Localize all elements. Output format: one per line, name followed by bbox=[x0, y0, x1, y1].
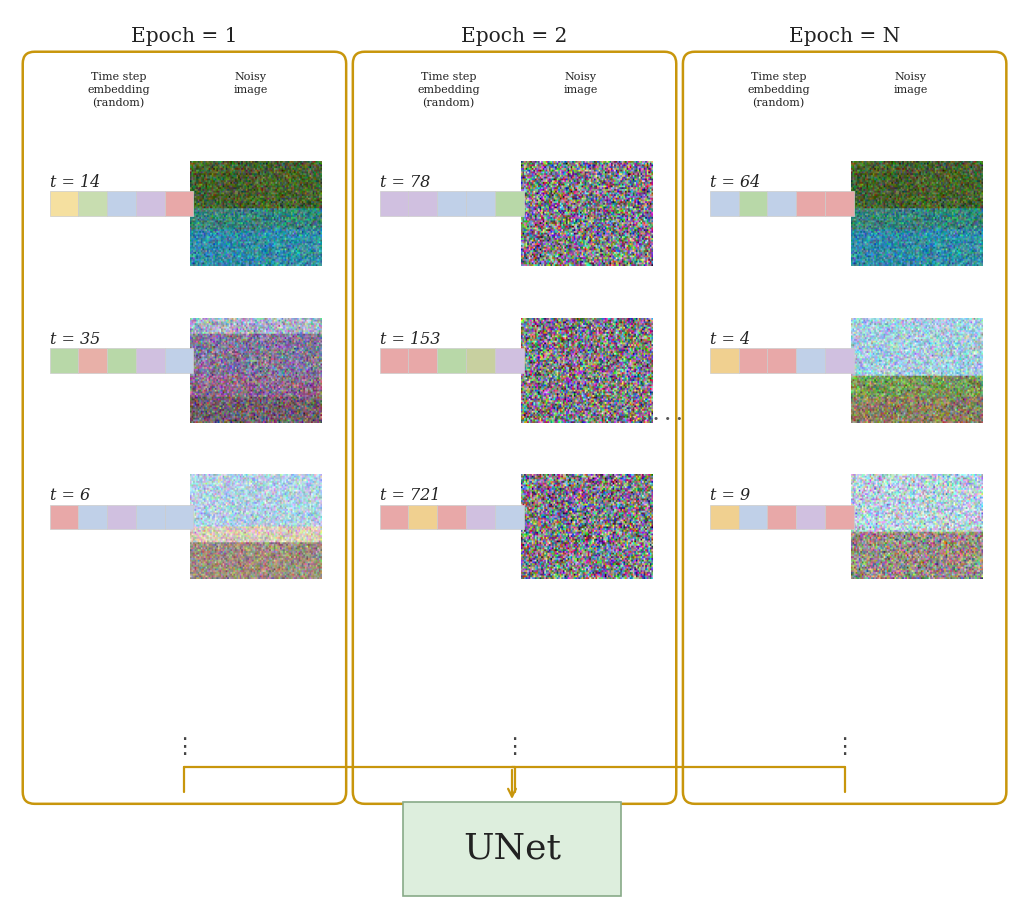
Text: Time step
embedding
(random): Time step embedding (random) bbox=[748, 71, 810, 108]
Bar bbox=[380, 504, 409, 530]
Text: Epoch = 1: Epoch = 1 bbox=[131, 27, 238, 46]
Bar bbox=[409, 504, 437, 530]
Bar bbox=[796, 504, 825, 530]
Bar bbox=[136, 504, 165, 530]
Text: Epoch = N: Epoch = N bbox=[790, 27, 900, 46]
Text: UNet: UNet bbox=[463, 832, 561, 866]
Bar bbox=[437, 504, 466, 530]
Bar bbox=[738, 504, 767, 530]
Text: t = 35: t = 35 bbox=[49, 330, 100, 348]
Text: Time step
embedding
(random): Time step embedding (random) bbox=[418, 71, 480, 108]
Bar bbox=[825, 348, 854, 372]
Text: t = 6: t = 6 bbox=[49, 487, 90, 504]
Bar bbox=[710, 348, 738, 372]
Bar bbox=[796, 191, 825, 216]
Bar bbox=[767, 504, 796, 530]
Bar bbox=[136, 191, 165, 216]
Bar bbox=[495, 191, 523, 216]
Bar bbox=[409, 348, 437, 372]
Bar bbox=[165, 348, 194, 372]
Bar bbox=[495, 504, 523, 530]
Text: Epoch = 2: Epoch = 2 bbox=[462, 27, 567, 46]
Bar bbox=[767, 348, 796, 372]
Text: t = 721: t = 721 bbox=[380, 487, 440, 504]
FancyBboxPatch shape bbox=[683, 52, 1007, 803]
Bar bbox=[466, 191, 495, 216]
Bar bbox=[79, 348, 108, 372]
Bar bbox=[437, 191, 466, 216]
Text: ⋮: ⋮ bbox=[834, 737, 856, 758]
Bar bbox=[437, 348, 466, 372]
Bar bbox=[825, 191, 854, 216]
Bar bbox=[49, 504, 79, 530]
Text: t = 14: t = 14 bbox=[49, 174, 100, 191]
Bar bbox=[49, 348, 79, 372]
Text: ⋮: ⋮ bbox=[504, 737, 525, 758]
Text: t = 9: t = 9 bbox=[710, 487, 750, 504]
Bar bbox=[49, 191, 79, 216]
Bar bbox=[409, 191, 437, 216]
Text: t = 153: t = 153 bbox=[380, 330, 440, 348]
Text: Noisy
image: Noisy image bbox=[233, 71, 267, 95]
Bar bbox=[79, 504, 108, 530]
Bar bbox=[165, 191, 194, 216]
FancyBboxPatch shape bbox=[23, 52, 346, 803]
Text: t = 4: t = 4 bbox=[710, 330, 750, 348]
Text: t = 64: t = 64 bbox=[710, 174, 760, 191]
FancyBboxPatch shape bbox=[353, 52, 676, 803]
FancyBboxPatch shape bbox=[402, 802, 622, 896]
Bar bbox=[136, 348, 165, 372]
Bar bbox=[380, 191, 409, 216]
Bar bbox=[495, 348, 523, 372]
Bar bbox=[738, 191, 767, 216]
Text: . . . . . . . .: . . . . . . . . bbox=[595, 407, 683, 424]
Bar bbox=[796, 348, 825, 372]
Bar bbox=[165, 504, 194, 530]
Text: Time step
embedding
(random): Time step embedding (random) bbox=[87, 71, 150, 108]
Bar bbox=[79, 191, 108, 216]
Bar bbox=[466, 348, 495, 372]
Bar bbox=[466, 504, 495, 530]
Bar bbox=[710, 504, 738, 530]
Bar bbox=[108, 191, 136, 216]
Bar bbox=[108, 504, 136, 530]
Bar bbox=[825, 504, 854, 530]
Bar bbox=[767, 191, 796, 216]
Text: Noisy
image: Noisy image bbox=[893, 71, 928, 95]
Text: Noisy
image: Noisy image bbox=[563, 71, 598, 95]
Bar bbox=[380, 348, 409, 372]
Bar bbox=[108, 348, 136, 372]
Text: ⋮: ⋮ bbox=[173, 737, 196, 758]
Bar bbox=[710, 191, 738, 216]
Text: t = 78: t = 78 bbox=[380, 174, 430, 191]
Bar bbox=[738, 348, 767, 372]
